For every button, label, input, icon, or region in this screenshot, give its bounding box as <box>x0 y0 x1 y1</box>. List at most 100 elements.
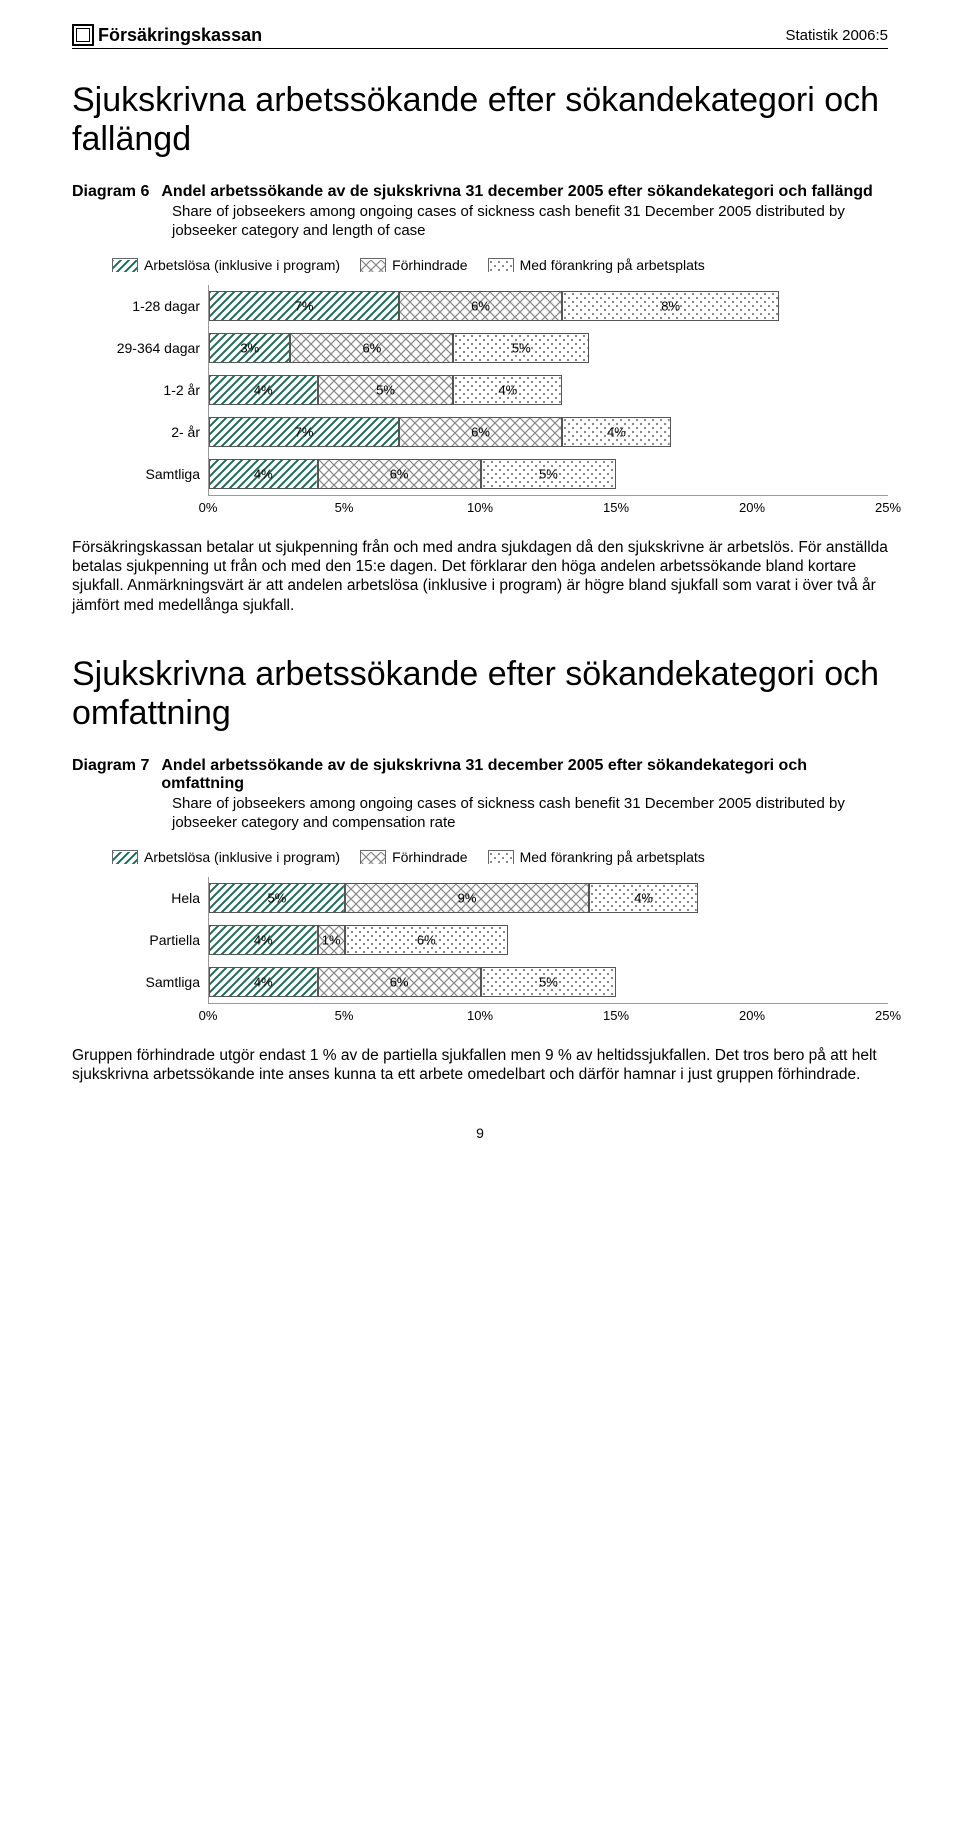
chart-category-label: 1-28 dagar <box>82 298 208 314</box>
axis-tick: 20% <box>739 500 765 515</box>
chart-segment-label: 4% <box>634 890 653 905</box>
legend-swatch <box>488 850 514 864</box>
chart-segment-label: 5% <box>512 340 531 355</box>
axis-tick: 5% <box>335 1008 354 1023</box>
legend-label: Med förankring på arbetsplats <box>520 849 705 865</box>
chart-segment-label: 4% <box>254 974 273 989</box>
chart-segment-label: 4% <box>607 424 626 439</box>
chart-bar-area: 3%6%5% <box>208 327 888 369</box>
section2-body: Gruppen förhindrade utgör endast 1 % av … <box>72 1046 888 1085</box>
legend-label: Arbetslösa (inklusive i program) <box>144 257 340 273</box>
page: Försäkringskassan Statistik 2006:5 Sjuks… <box>0 0 960 1173</box>
legend-swatch <box>360 850 386 864</box>
diagram7-subtitle: Share of jobseekers among ongoing cases … <box>172 795 888 833</box>
diagram6-label: Diagram 6 <box>72 183 149 201</box>
chart-segment-label: 1% <box>322 932 341 947</box>
chart-segment: 6% <box>345 925 508 955</box>
chart-segment: 5% <box>453 333 589 363</box>
diagram6-chart: 1-28 dagar7%6%8%29-364 dagar3%6%5%1-2 år… <box>82 285 888 520</box>
chart-segment-label: 4% <box>498 382 517 397</box>
diagram6-block: Diagram 6 Andel arbetssökande av de sjuk… <box>72 183 888 520</box>
legend-label: Arbetslösa (inklusive i program) <box>144 849 340 865</box>
chart-segment: 7% <box>209 417 399 447</box>
chart-segment: 9% <box>345 883 589 913</box>
chart-row: Hela5%9%4% <box>82 877 888 919</box>
diagram6-title: Andel arbetssökande av de sjukskrivna 31… <box>161 183 872 201</box>
logo-icon <box>72 24 94 46</box>
axis-tick: 0% <box>199 500 218 515</box>
chart-segment-label: 9% <box>458 890 477 905</box>
chart-segment-label: 4% <box>254 932 273 947</box>
section-1: Sjukskrivna arbetssökande efter sökandek… <box>72 81 888 615</box>
chart-bar-wrap: 5%9%4% <box>209 883 888 913</box>
chart-bar-area: 7%6%8% <box>208 285 888 327</box>
chart-segment: 4% <box>209 459 318 489</box>
section-2: Sjukskrivna arbetssökande efter sökandek… <box>72 655 888 1084</box>
chart-bar-wrap: 3%6%5% <box>209 333 888 363</box>
header-right-text: Statistik 2006:5 <box>785 27 888 44</box>
chart-segment-label: 6% <box>471 298 490 313</box>
diagram7-label: Diagram 7 <box>72 757 149 793</box>
chart-segment: 6% <box>399 417 562 447</box>
chart-segment: 4% <box>453 375 562 405</box>
chart-bar-wrap: 4% 1% 6% <box>209 925 888 955</box>
legend-item: Med förankring på arbetsplats <box>488 257 705 273</box>
chart-row: 29-364 dagar3%6%5% <box>82 327 888 369</box>
page-header: Försäkringskassan Statistik 2006:5 <box>72 24 888 49</box>
axis-tick: 15% <box>603 500 629 515</box>
legend-item: Förhindrade <box>360 257 468 273</box>
diagram7-block: Diagram 7 Andel arbetssökande av de sjuk… <box>72 757 888 1028</box>
chart-x-axis: 0%5%10%15%20%25% <box>208 1003 888 1028</box>
brand-name: Försäkringskassan <box>98 25 262 46</box>
axis-tick: 25% <box>875 500 901 515</box>
page-number: 9 <box>72 1125 888 1141</box>
chart-segment-label: 5% <box>539 974 558 989</box>
chart-segment: 6% <box>290 333 453 363</box>
legend-label: Med förankring på arbetsplats <box>520 257 705 273</box>
chart-bar-area: 4% 6% 5% <box>208 961 888 1003</box>
legend-swatch <box>112 258 138 272</box>
legend-item: Med förankring på arbetsplats <box>488 849 705 865</box>
legend-item: Förhindrade <box>360 849 468 865</box>
chart-segment-label: 4% <box>254 466 273 481</box>
diagram6-subtitle: Share of jobseekers among ongoing cases … <box>172 203 888 241</box>
axis-tick: 5% <box>335 500 354 515</box>
chart-segment: 6% <box>399 291 562 321</box>
chart-x-axis: 0%5%10%15%20%25% <box>208 495 888 520</box>
chart-category-label: Partiella <box>82 932 208 948</box>
chart-row: Samtliga4%6%5% <box>82 961 888 1003</box>
chart-category-label: 2- år <box>82 424 208 440</box>
chart-segment: 8% <box>562 291 779 321</box>
chart-category-label: 1-2 år <box>82 382 208 398</box>
chart-segment-label: 5% <box>539 466 558 481</box>
chart-segment: 4% <box>209 967 318 997</box>
axis-tick: 0% <box>199 1008 218 1023</box>
diagram7-chart: Hela5%9%4%Partiella4%1%6%Samtliga4%6%5%0… <box>82 877 888 1028</box>
chart-segment: 6% <box>318 459 481 489</box>
legend-item: Arbetslösa (inklusive i program) <box>112 257 340 273</box>
chart-segment-label: 6% <box>390 466 409 481</box>
chart-segment-label: 6% <box>363 340 382 355</box>
section1-body: Försäkringskassan betalar ut sjukpenning… <box>72 538 888 616</box>
chart-bar-area: 5%9%4% <box>208 877 888 919</box>
chart-bar-area: 4% 5% 4% <box>208 369 888 411</box>
chart-row: 2- år7%6% 4% <box>82 411 888 453</box>
chart-segment: 6% <box>318 967 481 997</box>
diagram7-legend: Arbetslösa (inklusive i program) Förhindr… <box>112 849 888 865</box>
chart-category-label: 29-364 dagar <box>82 340 208 356</box>
chart-bar-area: 7%6% 4% <box>208 411 888 453</box>
axis-tick: 25% <box>875 1008 901 1023</box>
chart-category-label: Hela <box>82 890 208 906</box>
chart-segment-label: 6% <box>417 932 436 947</box>
chart-bar-wrap: 4% 6% 5% <box>209 967 888 997</box>
chart-segment: 1% <box>318 925 345 955</box>
chart-bar-wrap: 4% 5% 4% <box>209 375 888 405</box>
chart-row: Samtliga4%6%5% <box>82 453 888 495</box>
chart-segment-label: 8% <box>661 298 680 313</box>
chart-segment: 5% <box>318 375 454 405</box>
brand-logo: Försäkringskassan <box>72 24 262 46</box>
chart-segment: 5% <box>481 459 617 489</box>
axis-tick: 10% <box>467 500 493 515</box>
chart-segment-label: 4% <box>254 382 273 397</box>
axis-tick: 20% <box>739 1008 765 1023</box>
